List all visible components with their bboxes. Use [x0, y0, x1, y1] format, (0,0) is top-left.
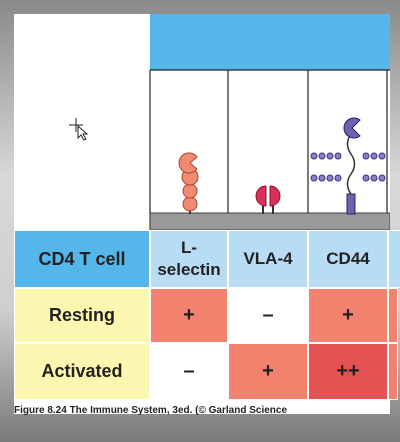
table-cell: +: [150, 288, 228, 343]
table-cell: [388, 288, 398, 343]
column-lines: [149, 69, 390, 230]
table-header-cell: L-selectin: [150, 230, 228, 288]
panel: CD4 T cell L-selectin VLA-4 CD44 Resting…: [14, 14, 400, 414]
illustration: [69, 14, 390, 230]
l-selectin-molecule: [178, 152, 199, 214]
table-header-cell: VLA-4: [228, 230, 308, 288]
membrane: [149, 212, 390, 230]
row-label: Activated: [14, 343, 150, 400]
table-header-cell: CD4 T cell: [14, 230, 150, 288]
table-cell: –: [228, 288, 308, 343]
table-cell: ++: [308, 343, 388, 400]
cd44-molecule: [310, 117, 386, 215]
cursor-icon: [69, 118, 89, 141]
table-cell: +: [308, 288, 388, 343]
vla4-molecule: [255, 185, 281, 214]
table-cell: [388, 343, 398, 400]
table-header-cell: CD44: [308, 230, 388, 288]
table-cell: +: [228, 343, 308, 400]
row-label: Resting: [14, 288, 150, 343]
caption: Figure 8.24 The Immune System, 3ed. (© G…: [14, 405, 288, 416]
table-cell: –: [150, 343, 228, 400]
header-bar: [150, 14, 390, 70]
table-header-cell: [388, 230, 400, 288]
